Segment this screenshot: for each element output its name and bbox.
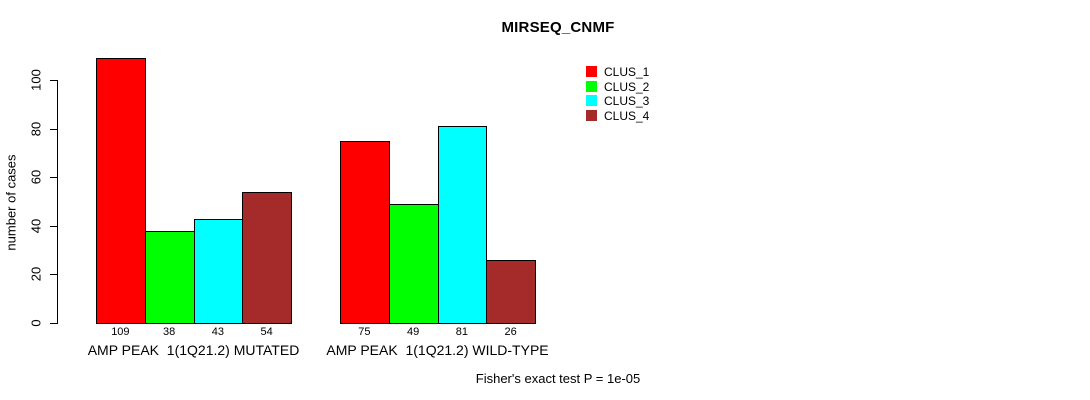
bar-value-label: 43: [211, 326, 224, 338]
bar-clus_4-group2: [486, 259, 536, 324]
group-label: AMP PEAK 1(1Q21.2) WILD-TYPE: [326, 342, 549, 358]
bar-clus_1-group1: [96, 58, 146, 324]
legend-swatch-clus_4: [586, 110, 597, 122]
bar-clus_2-group2: [388, 203, 439, 324]
chart-title: MIRSEQ_CNMF: [501, 19, 615, 36]
legend-swatch-clus_1: [586, 66, 597, 77]
y-tick-label: 80: [28, 121, 44, 136]
y-tick-mark: [50, 128, 57, 130]
bar-value-label: 38: [163, 326, 176, 338]
y-tick-label: 0: [28, 319, 44, 327]
bar-value-label: 49: [407, 326, 420, 338]
legend-swatch-clus_2: [586, 80, 597, 92]
bar-clus_1-group2: [340, 140, 390, 324]
y-tick-mark: [50, 177, 57, 179]
bar-value-label: 75: [358, 326, 371, 338]
y-tick-mark: [50, 274, 57, 276]
bar-clus_2-group1: [144, 230, 195, 324]
bar-clus_3-group2: [437, 126, 488, 324]
legend-label: CLUS_2: [604, 79, 650, 94]
bar-value-label: 81: [455, 326, 468, 338]
y-tick-label: 100: [28, 69, 44, 91]
bar-clus_3-group1: [193, 218, 244, 324]
y-axis-line: [57, 80, 58, 324]
y-tick-label: 20: [28, 267, 44, 282]
legend-label: CLUS_3: [604, 94, 650, 109]
y-tick-label: 40: [28, 218, 44, 234]
y-axis-title: number of cases: [3, 154, 19, 251]
group-label: AMP PEAK 1(1Q21.2) MUTATED: [87, 342, 300, 358]
y-tick-label: 60: [28, 169, 44, 185]
fisher-test-note: Fisher's exact test P = 1e-05: [475, 371, 641, 386]
y-tick-mark: [50, 225, 57, 227]
legend-swatch-clus_3: [586, 95, 597, 107]
legend-label: CLUS_1: [604, 65, 650, 79]
bar-clus_4-group1: [242, 191, 292, 324]
bar-value-label: 109: [111, 326, 130, 338]
legend-label: CLUS_4: [604, 109, 650, 124]
y-tick-mark: [50, 80, 57, 81]
y-tick-mark: [50, 323, 57, 324]
bar-value-label: 54: [260, 326, 273, 338]
bar-value-label: 26: [504, 326, 517, 338]
